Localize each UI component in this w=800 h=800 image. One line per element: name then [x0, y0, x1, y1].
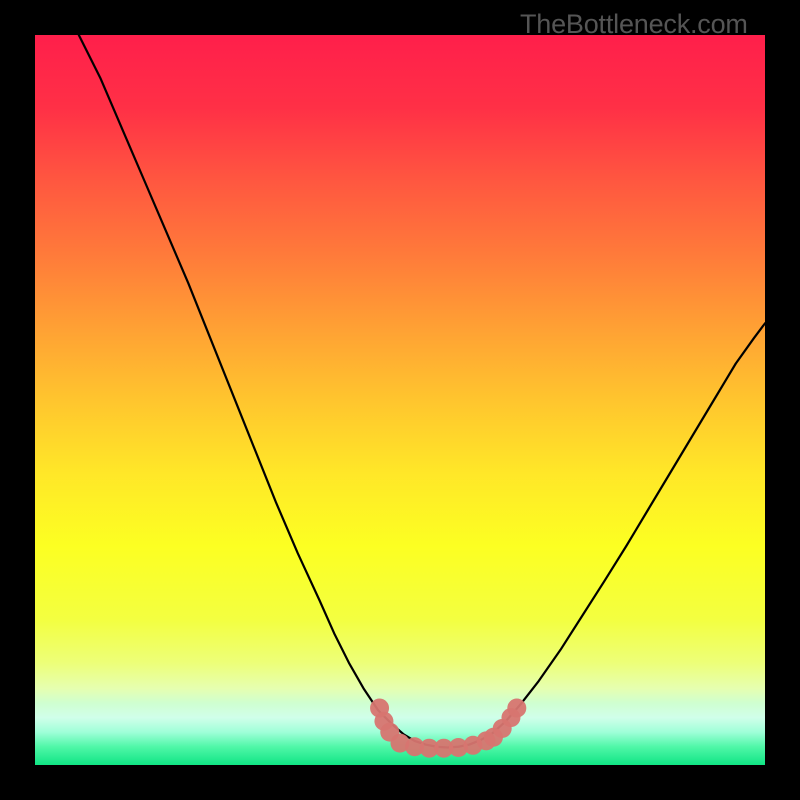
chart-svg — [35, 35, 765, 765]
plot-area — [35, 35, 765, 765]
gradient-background — [35, 35, 765, 765]
chart-frame: TheBottleneck.com — [0, 0, 800, 800]
cluster-point — [507, 699, 526, 718]
watermark-text: TheBottleneck.com — [520, 9, 748, 40]
